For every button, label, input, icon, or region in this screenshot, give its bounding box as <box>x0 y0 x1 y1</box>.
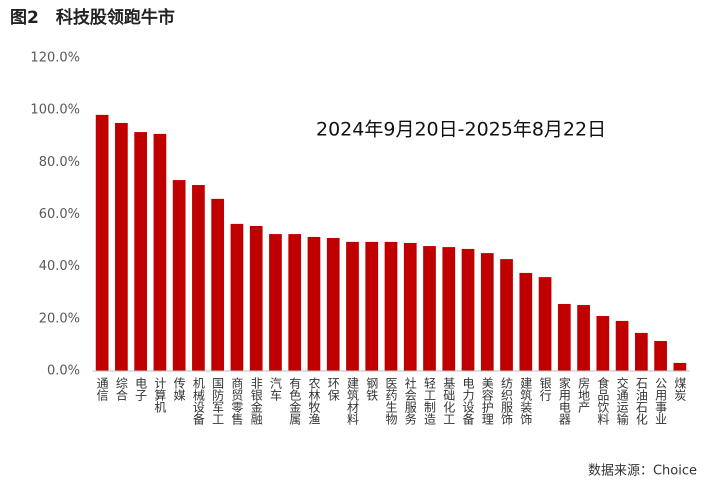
bar <box>365 241 379 371</box>
bar <box>577 305 590 371</box>
source: 数据来源：Choice <box>588 464 697 479</box>
bar <box>192 185 205 371</box>
y-tick-label: 80.0% <box>39 155 80 170</box>
x-tick-label: 电子 <box>134 377 148 401</box>
x-tick-label: 公用事业 <box>654 377 668 425</box>
bar <box>519 272 533 371</box>
y-tick-label: 120.0% <box>30 51 80 66</box>
y-tick-label: 0.0% <box>47 364 80 379</box>
bar <box>249 225 263 371</box>
bar <box>596 315 610 371</box>
y-tick-label: 100.0% <box>30 103 80 118</box>
x-tick-label: 煤炭 <box>673 377 687 402</box>
y-tick-label: 60.0% <box>39 207 80 222</box>
bar <box>326 237 340 371</box>
x-tick-label: 机械设备 <box>191 377 205 426</box>
x-tick-label: 石油石化 <box>634 377 648 426</box>
x-tick-label: 钢铁 <box>365 377 379 401</box>
x-tick-label: 轻工制造 <box>423 377 437 425</box>
bar <box>557 303 571 371</box>
x-tick-label: 建筑装饰 <box>519 377 533 425</box>
x-tick-label: 基础化工 <box>442 377 456 425</box>
x-tick-label: 商贸零售 <box>230 376 244 425</box>
x-tick-label: 食品饮料 <box>596 376 610 425</box>
bar <box>153 133 167 371</box>
bar <box>230 223 244 371</box>
x-tick-label: 传媒 <box>172 376 186 401</box>
bar <box>134 132 148 371</box>
bar <box>307 236 321 371</box>
bar <box>500 259 513 371</box>
bar <box>615 320 629 371</box>
x-tick-label: 农林牧渔 <box>307 377 321 425</box>
bar <box>269 234 282 371</box>
x-tick-label: 房地产 <box>577 376 591 414</box>
x-tick-label: 交通运输 <box>615 376 629 426</box>
bar <box>403 242 417 371</box>
x-tick-label: 有色金属 <box>288 377 302 426</box>
x-tick-label: 医药生物 <box>384 377 398 425</box>
bar <box>115 122 128 371</box>
x-tick-label: 电力设备 <box>461 377 475 426</box>
bar <box>423 246 436 371</box>
bar <box>384 241 398 371</box>
bar <box>288 234 302 371</box>
x-tick-label: 家用电器 <box>557 376 571 426</box>
y-tick-label: 40.0% <box>39 259 80 274</box>
x-tick-label: 综合 <box>114 377 128 401</box>
bar <box>346 241 359 371</box>
x-tick-label: 国防军工 <box>211 377 225 425</box>
bar <box>654 341 667 371</box>
bar <box>172 180 186 371</box>
x-tick-label: 汽车 <box>268 376 282 402</box>
x-tick-label: 环保 <box>326 377 340 401</box>
bar <box>95 114 109 371</box>
x-tick-label: 计算机 <box>153 377 167 413</box>
annotation: 2024年9月20日-2025年8月22日 <box>316 119 606 141</box>
bar <box>211 198 225 371</box>
x-tick-label: 通信 <box>95 377 109 402</box>
x-tick-label: 美容护理 <box>480 377 494 425</box>
x-tick-label: 社会服务 <box>403 376 417 425</box>
x-tick-label: 建筑材料 <box>345 377 359 425</box>
x-tick-label: 纺织服饰 <box>500 377 514 425</box>
y-tick-label: 20.0% <box>39 311 80 326</box>
bar <box>442 247 456 371</box>
bar <box>673 362 687 371</box>
bar <box>634 332 648 371</box>
bar <box>538 277 552 371</box>
x-tick-label: 银行 <box>538 377 552 401</box>
chart-title: 图2 科技股领跑牛市 <box>10 7 175 28</box>
bar <box>461 248 475 371</box>
x-tick-label: 非银金融 <box>249 377 263 426</box>
bar <box>480 253 494 371</box>
